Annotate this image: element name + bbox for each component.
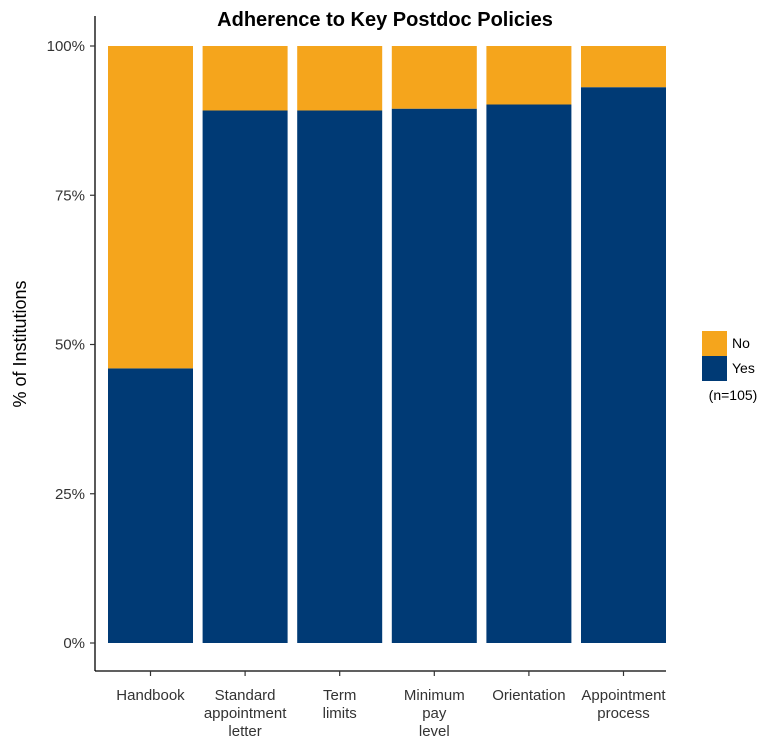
y-tick-label: 0% xyxy=(63,635,85,652)
bar-no-0 xyxy=(108,46,193,369)
chart-title: Adherence to Key Postdoc Policies xyxy=(217,9,553,31)
x-tick-label: Minimum pay level xyxy=(404,687,465,740)
bar-no-4 xyxy=(486,46,572,105)
x-tick-label: Orientation xyxy=(492,687,565,704)
bar-no-1 xyxy=(202,46,288,111)
bar-yes-1 xyxy=(202,110,288,643)
y-tick-label: 75% xyxy=(55,187,85,204)
x-tick-label: Term limits xyxy=(323,687,357,722)
y-axis-label: % of Institutions xyxy=(10,280,30,407)
plot-area xyxy=(108,46,666,644)
bar-yes-4 xyxy=(486,104,572,644)
legend-swatch-yes xyxy=(702,356,727,381)
bar-yes-5 xyxy=(581,87,666,644)
y-axis: 0% 25% 50% 75% 100% xyxy=(47,38,95,652)
x-tick-label: Handbook xyxy=(116,687,185,704)
bar-no-2 xyxy=(297,46,383,111)
bar-no-3 xyxy=(391,46,477,109)
legend-label-yes: Yes xyxy=(732,360,755,376)
legend-swatch-no xyxy=(702,331,727,356)
legend: No Yes (n=105) xyxy=(702,331,757,403)
bar-yes-0 xyxy=(108,368,193,643)
legend-label-no: No xyxy=(732,335,750,351)
legend-note: (n=105) xyxy=(709,387,758,403)
bar-yes-2 xyxy=(297,110,383,643)
y-tick-label: 25% xyxy=(55,486,85,503)
x-axis: Handbook Standard appointment letter Term lim… xyxy=(116,671,666,740)
x-tick-label: Standard appointment letter xyxy=(204,687,287,740)
bar-yes-3 xyxy=(391,108,477,643)
y-tick-label: 50% xyxy=(55,337,85,354)
y-tick-label: 100% xyxy=(47,38,85,55)
bar-no-5 xyxy=(581,46,666,88)
x-tick-label: Appointment process xyxy=(581,687,666,722)
